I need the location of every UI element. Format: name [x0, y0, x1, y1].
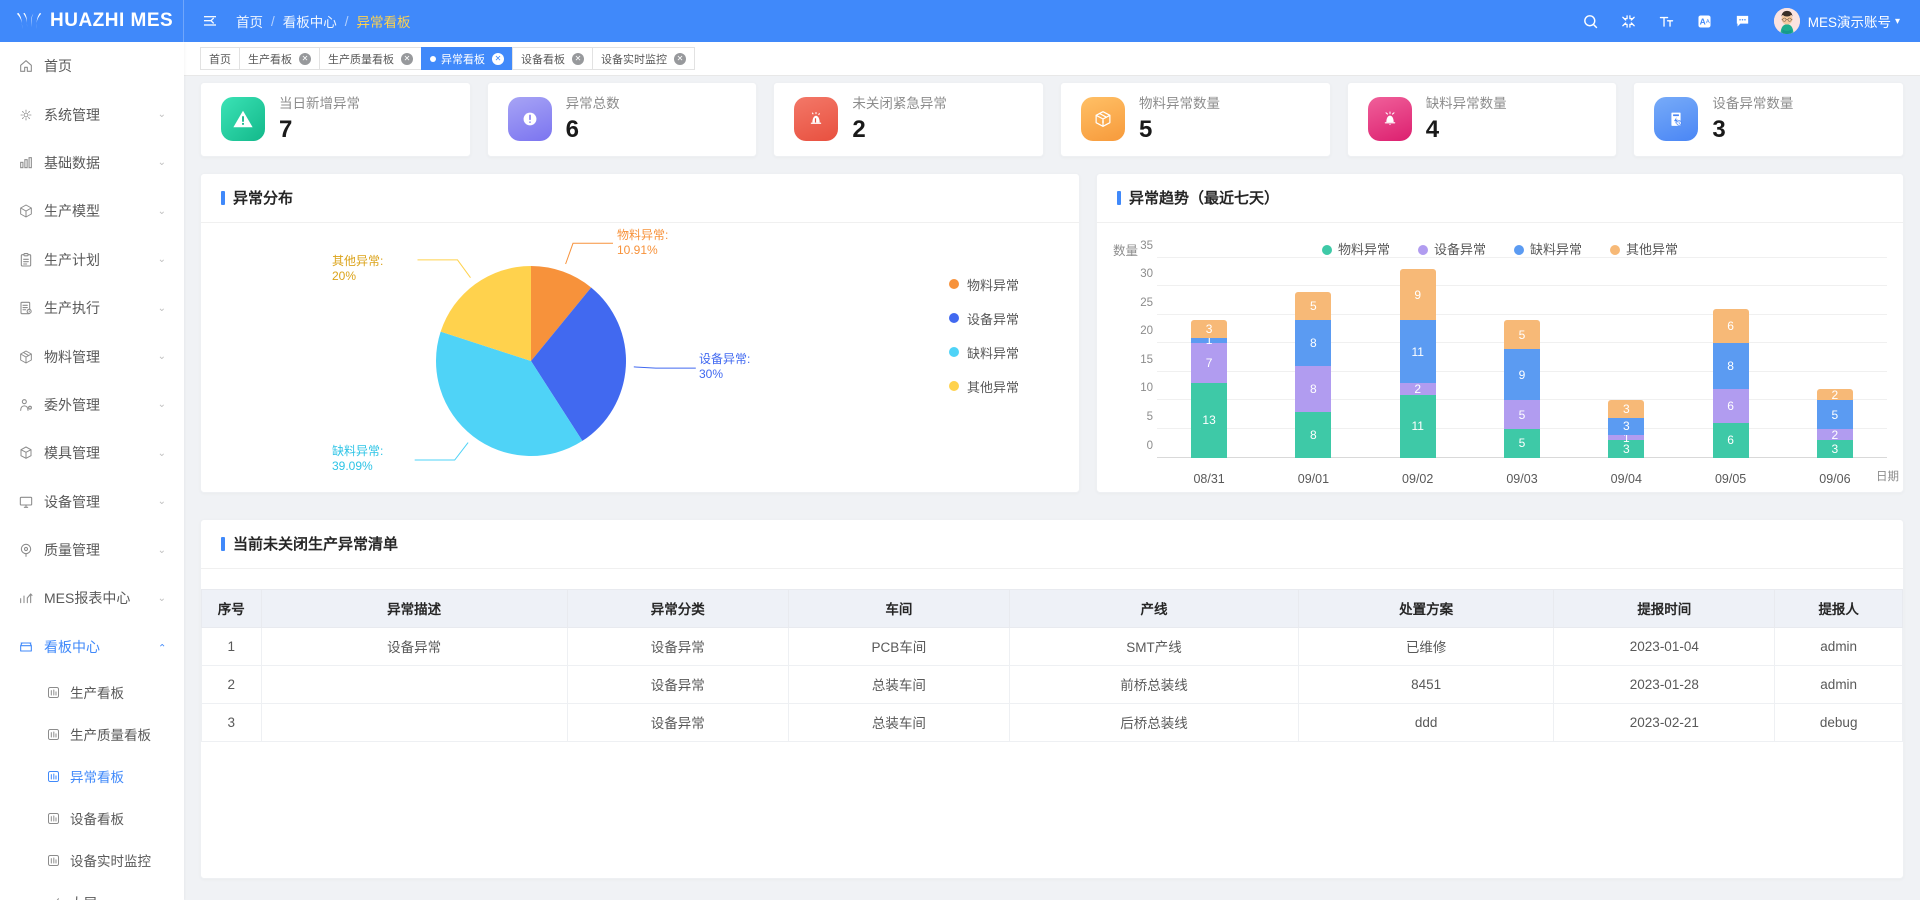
svg-text:其他异常:: 其他异常:	[332, 254, 383, 268]
svg-text:物料异常:: 物料异常:	[617, 228, 668, 242]
svg-text:设备异常:: 设备异常:	[699, 352, 750, 366]
svg-text:10.91%: 10.91%	[617, 243, 658, 257]
svg-text:A: A	[1700, 16, 1706, 26]
svg-text:30%: 30%	[699, 367, 723, 381]
svg-text:缺料异常:: 缺料异常:	[332, 443, 383, 458]
svg-text:20%: 20%	[332, 269, 356, 283]
svg-text:39.09%: 39.09%	[332, 459, 373, 473]
